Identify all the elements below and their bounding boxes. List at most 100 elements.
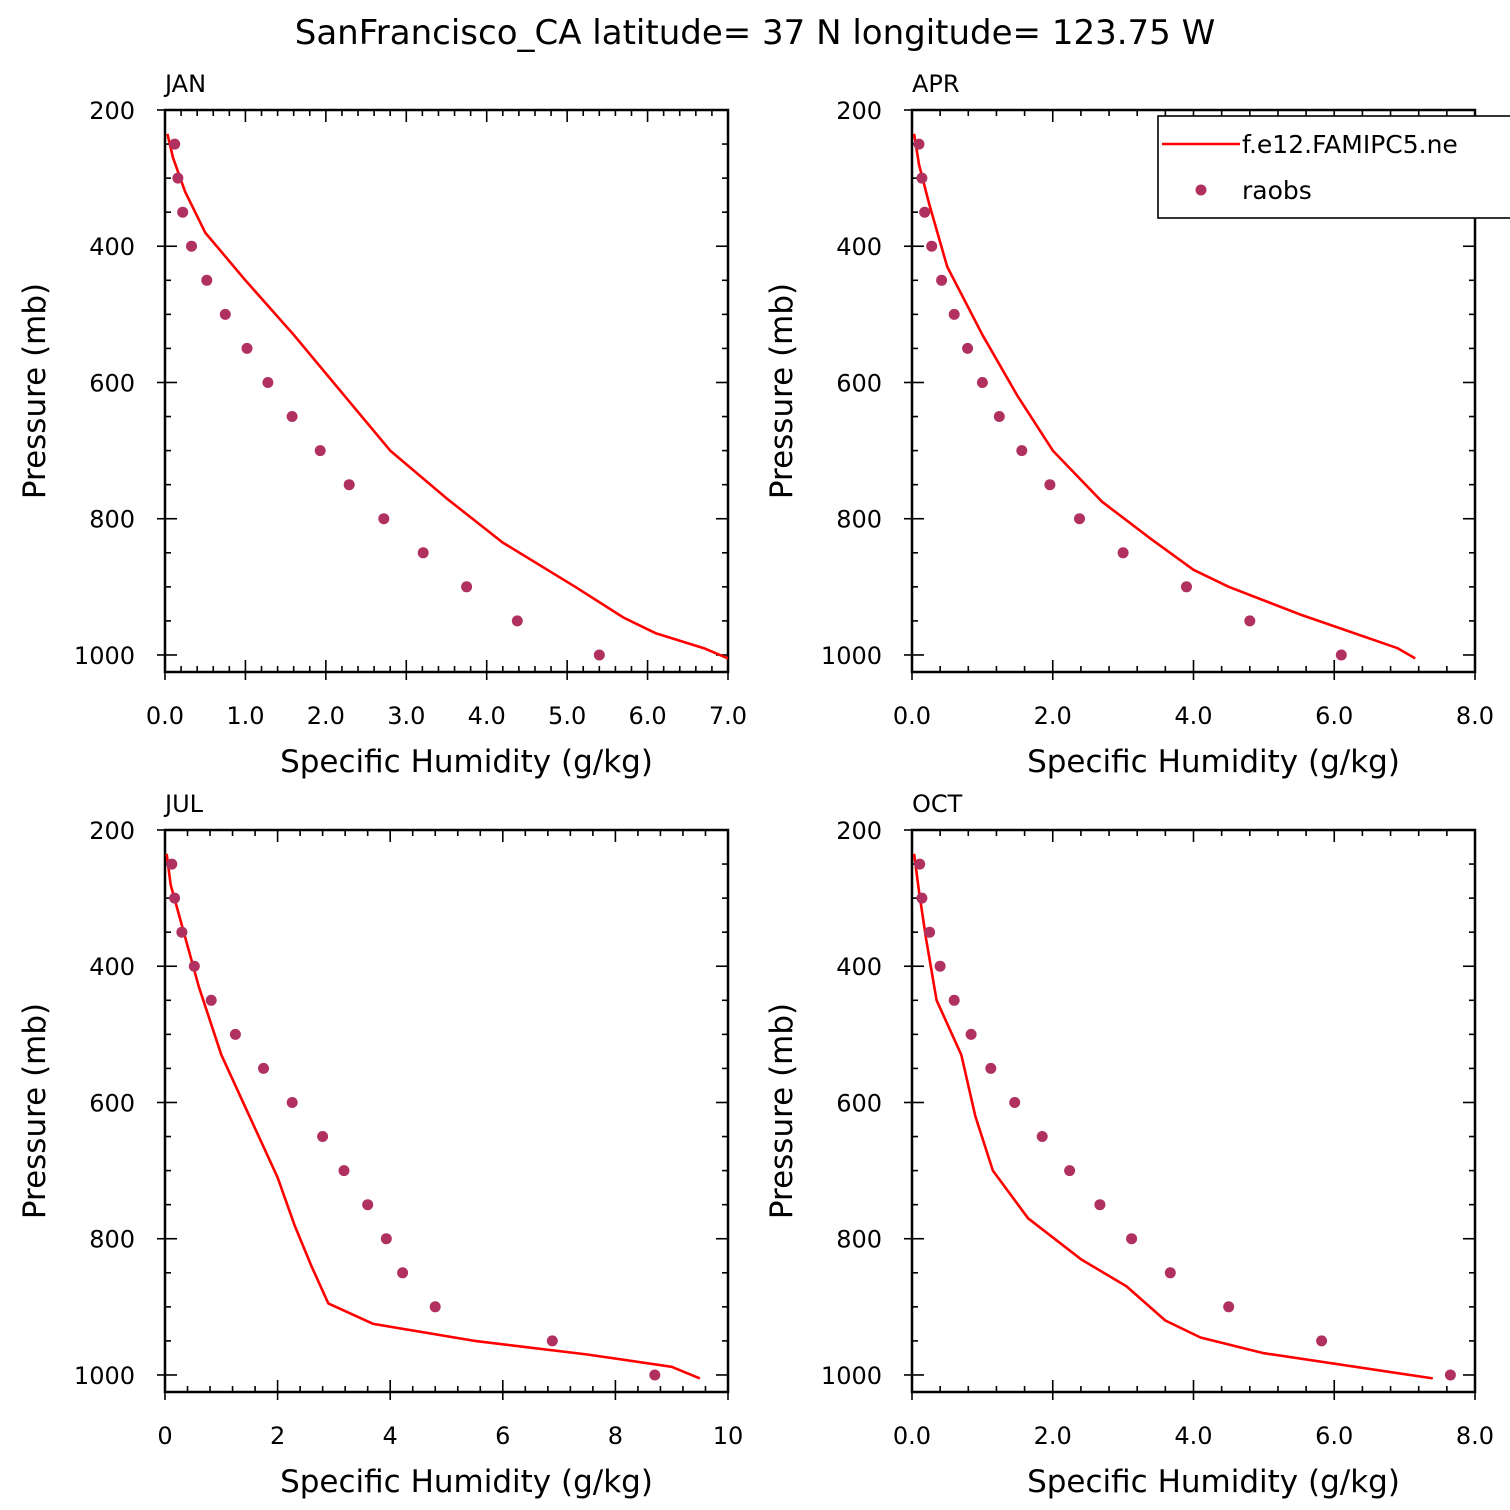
plot-frame bbox=[910, 828, 1477, 1394]
raobs-point bbox=[1316, 1335, 1328, 1347]
y-tick-label: 1000 bbox=[74, 1362, 135, 1390]
raobs-point bbox=[378, 513, 390, 525]
x-axis-label: Specific Humidity (g/kg) bbox=[280, 744, 653, 780]
raobs-point bbox=[177, 206, 189, 218]
raobs-point bbox=[314, 445, 326, 457]
raobs-point bbox=[188, 960, 200, 972]
x-axis-label: Specific Humidity (g/kg) bbox=[1027, 1464, 1400, 1500]
y-axis-label: Pressure (mb) bbox=[764, 283, 800, 499]
x-tick-label: 2.0 bbox=[1034, 702, 1072, 730]
raobs-point bbox=[169, 138, 181, 150]
raobs-point bbox=[317, 1131, 329, 1142]
raobs-point bbox=[241, 342, 253, 354]
model-line bbox=[912, 133, 1416, 660]
panel-jul: JUL 0 2 4 6 8 10 200 400 600 800 1000 Specific Humid… bbox=[17, 790, 743, 1500]
x-tick-label: 7.0 bbox=[709, 702, 747, 730]
raobs-point bbox=[417, 547, 429, 559]
panel-label: APR bbox=[912, 70, 960, 98]
raobs-point bbox=[166, 858, 178, 870]
x-tick-label: 8.0 bbox=[1456, 702, 1494, 730]
legend-box bbox=[1157, 115, 1510, 219]
raobs-point bbox=[919, 206, 931, 218]
panel-jan: JAN 0.0 1.0 2.0 3.0 4.0 5.0 6.0 7.0 200 400 600 800 1… bbox=[17, 70, 747, 780]
y-tick-label: 200 bbox=[836, 817, 882, 845]
raobs-point bbox=[1036, 1131, 1048, 1142]
x-tick-label: 2.0 bbox=[1034, 1422, 1072, 1450]
x-tick-label: 4.0 bbox=[1174, 1422, 1212, 1450]
y-tick-label: 400 bbox=[89, 233, 135, 261]
x-tick-label: 4.0 bbox=[468, 702, 506, 730]
raobs-point bbox=[201, 274, 213, 286]
y-tick-label: 800 bbox=[89, 1226, 135, 1254]
raobs-point bbox=[976, 377, 988, 388]
raobs-point bbox=[343, 479, 355, 491]
raobs-point bbox=[1223, 1301, 1235, 1313]
y-axis-label: Pressure (mb) bbox=[17, 283, 53, 499]
raobs-point bbox=[229, 1028, 241, 1040]
raobs-point bbox=[948, 308, 960, 320]
raobs-point bbox=[397, 1267, 409, 1279]
raobs-point bbox=[429, 1301, 441, 1313]
x-tick-label: 0 bbox=[157, 1422, 172, 1450]
y-tick-label: 800 bbox=[836, 1226, 882, 1254]
y-tick-label: 1000 bbox=[821, 642, 882, 670]
raobs-point bbox=[1244, 615, 1256, 627]
y-axis-label: Pressure (mb) bbox=[764, 1003, 800, 1219]
legend-obs-label: raobs bbox=[1242, 176, 1312, 205]
panel-oct: OCT 0.0 2.0 4.0 6.0 8.0 200 400 600 800 1000 Specif… bbox=[764, 790, 1494, 1500]
raobs-point bbox=[461, 581, 473, 593]
plot-frame bbox=[163, 828, 730, 1394]
y-tick-label: 400 bbox=[836, 953, 882, 981]
raobs-point bbox=[1044, 479, 1056, 491]
raobs-point bbox=[186, 240, 197, 252]
panel-label: JAN bbox=[163, 70, 206, 98]
raobs-point bbox=[916, 172, 928, 184]
raobs-point bbox=[985, 1062, 997, 1074]
figure-title: SanFrancisco_CA latitude= 37 N longitude… bbox=[295, 13, 1216, 53]
raobs-point bbox=[1016, 445, 1028, 457]
raobs-point bbox=[1164, 1267, 1176, 1279]
model-line bbox=[165, 853, 701, 1380]
y-tick-label: 600 bbox=[89, 1089, 135, 1117]
plot-frame bbox=[163, 108, 730, 674]
raobs-point bbox=[1181, 581, 1192, 593]
raobs-point bbox=[1074, 513, 1085, 525]
raobs-point bbox=[362, 1199, 374, 1211]
raobs-point bbox=[913, 138, 925, 150]
raobs-point bbox=[916, 892, 928, 904]
y-tick-label: 600 bbox=[836, 369, 882, 397]
raobs-point bbox=[511, 615, 523, 627]
raobs-point bbox=[1117, 547, 1129, 559]
raobs-point bbox=[914, 858, 926, 870]
raobs-point bbox=[219, 308, 231, 320]
raobs-point bbox=[338, 1165, 350, 1177]
legend: f.e12.FAMIPC5.ne raobs bbox=[1157, 115, 1510, 219]
raobs-point bbox=[169, 892, 181, 904]
legend-model-label: f.e12.FAMIPC5.ne bbox=[1242, 130, 1458, 159]
raobs-point bbox=[993, 411, 1005, 422]
x-tick-label: 6.0 bbox=[1315, 702, 1353, 730]
raobs-point bbox=[924, 926, 936, 938]
raobs-point bbox=[1064, 1165, 1076, 1177]
x-tick-label: 2.0 bbox=[307, 702, 345, 730]
raobs-point bbox=[934, 960, 946, 972]
x-tick-label: 8.0 bbox=[1456, 1422, 1494, 1450]
y-tick-label: 200 bbox=[89, 817, 135, 845]
raobs-point bbox=[1094, 1199, 1106, 1211]
raobs-point bbox=[962, 342, 974, 354]
y-tick-label: 1000 bbox=[821, 1362, 882, 1390]
x-tick-label: 6.0 bbox=[628, 702, 666, 730]
x-axis-label: Specific Humidity (g/kg) bbox=[280, 1464, 653, 1500]
model-line bbox=[166, 133, 728, 660]
y-tick-label: 400 bbox=[836, 233, 882, 261]
raobs-point bbox=[546, 1335, 558, 1347]
raobs-point bbox=[380, 1233, 392, 1245]
x-tick-label: 6.0 bbox=[1315, 1422, 1353, 1450]
raobs-point bbox=[172, 172, 184, 184]
raobs-point bbox=[1009, 1097, 1021, 1108]
raobs-point bbox=[258, 1062, 269, 1074]
x-tick-label: 0.0 bbox=[146, 702, 184, 730]
panel-label: JUL bbox=[163, 790, 204, 818]
raobs-point bbox=[1444, 1369, 1456, 1381]
